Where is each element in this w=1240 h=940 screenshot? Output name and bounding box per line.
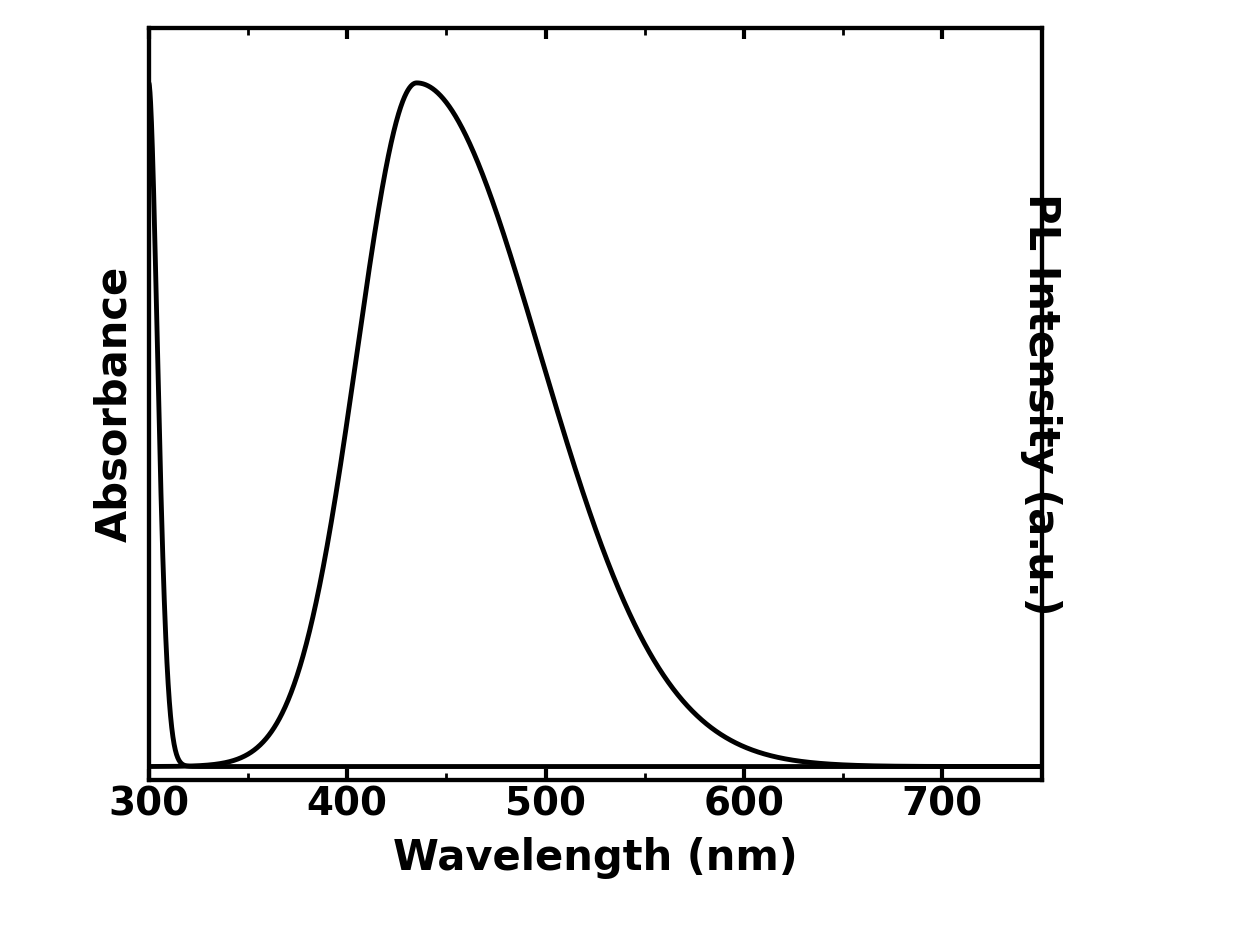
X-axis label: Wavelength (nm): Wavelength (nm): [393, 837, 797, 879]
Y-axis label: Absorbance: Absorbance: [93, 266, 135, 542]
Y-axis label: PL Intensity (a.u.): PL Intensity (a.u.): [1021, 193, 1063, 616]
